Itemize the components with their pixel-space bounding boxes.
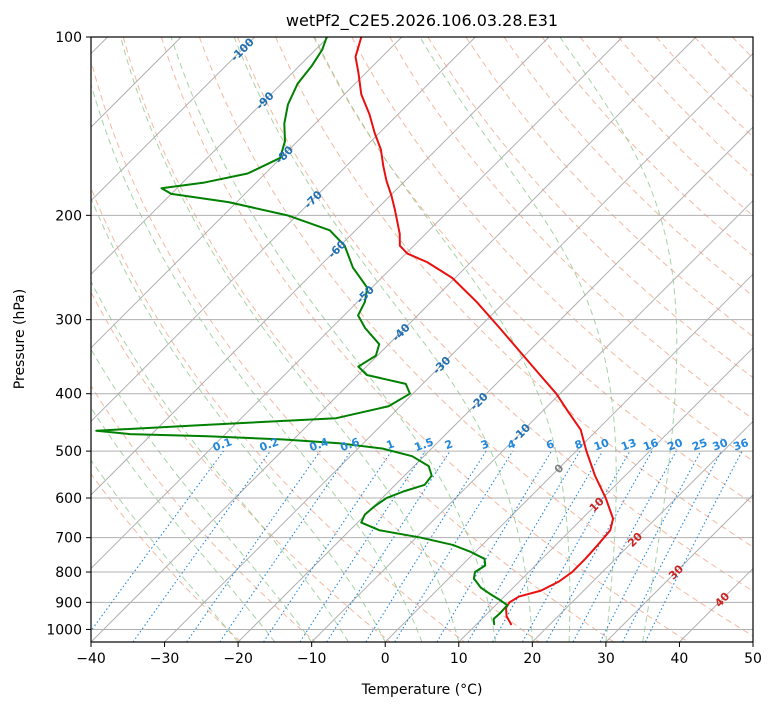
temperature-profile-line (354, 37, 615, 626)
x-tick-label: 50 (744, 651, 762, 667)
mixing-ratio-label: 20 (666, 436, 685, 454)
isotherm-line (91, 37, 476, 423)
axes: −40 −30 −20 −10 0 10 20 30 40 5010020030040050060… (46, 30, 762, 667)
moist-adiabat-line (559, 37, 678, 642)
y-tick-label: 600 (55, 491, 82, 507)
moist-adiabat-line (419, 37, 617, 642)
x-tick-label: 30 (597, 651, 615, 667)
mixing-ratio-line (572, 450, 677, 642)
x-tick-label: −30 (150, 651, 180, 667)
x-tick-label: 20 (523, 651, 541, 667)
mixing-ratio-label: 8 (573, 437, 585, 452)
y-tick-label: 800 (55, 565, 82, 581)
plot-area (91, 37, 753, 642)
y-tick-label: 300 (55, 313, 82, 329)
y-tick-label: 200 (55, 208, 82, 224)
mixing-ratio-label: 0.2 (258, 435, 281, 454)
isotherm-line (458, 347, 753, 642)
mixing-ratio-line (91, 450, 224, 632)
isotherm-line (91, 37, 256, 202)
mixing-ratio-label: 0.1 (211, 435, 234, 454)
mixing-ratio-label: 1.5 (413, 435, 436, 454)
isotherm-line (311, 199, 753, 642)
mixing-ratio-label: 0.4 (308, 435, 331, 454)
mixing-ratio-label: 2 (443, 437, 455, 452)
dewpoint-profile-line (95, 37, 509, 626)
isotherm-line (237, 126, 753, 642)
y-tick-label: 1000 (46, 622, 82, 638)
moist-adiabat-line (91, 82, 423, 642)
isotherm-line (91, 37, 403, 349)
mixing-ratio-label: 10 (592, 436, 611, 454)
isotherm-line (384, 273, 753, 642)
x-tick-label: −20 (223, 651, 253, 667)
isotherm-line (91, 37, 329, 275)
moist-adiabat-line (91, 196, 386, 642)
x-tick-label: 0 (381, 651, 390, 667)
dry-adiabat-line (389, 37, 753, 420)
mixing-ratio-label: 1 (385, 437, 397, 452)
dry-adiabat-line (427, 37, 753, 379)
mixing-ratio-label: 30 (711, 436, 730, 454)
y-tick-label: 400 (55, 387, 82, 403)
x-axis-title: Temperature (°C) (361, 682, 483, 698)
dry-adiabat-line (275, 37, 753, 548)
mixing-ratio-line (394, 450, 514, 642)
isotherm-line (91, 37, 623, 570)
mixing-ratio-label: 0.6 (338, 435, 361, 454)
x-tick-label: 40 (671, 651, 689, 667)
x-tick-label: −10 (297, 651, 327, 667)
moist-adiabat-line (91, 459, 239, 642)
plot-frame (90, 36, 754, 643)
dry-adiabat-line (160, 37, 689, 642)
dry-adiabat-line (91, 186, 465, 642)
isotherm-line (91, 37, 550, 496)
mixing-ratio-line (186, 450, 321, 642)
chart-title: wetPf2_C2E5.2026.106.03.28.E31 (286, 11, 558, 31)
y-tick-label: 500 (55, 444, 82, 460)
moist-adiabat-line (314, 37, 571, 642)
y-tick-label: 900 (55, 595, 82, 611)
mixing-ratio-line (132, 450, 271, 642)
mixing-ratio-line (546, 450, 653, 642)
mixing-ratio-label: 16 (641, 436, 660, 454)
mixing-ratio-line (326, 450, 451, 642)
mixing-ratio-label: 36 (731, 436, 750, 454)
mixing-ratio-line (644, 450, 743, 642)
isotherm-line (531, 420, 753, 642)
mixing-ratio-label: 25 (690, 436, 709, 453)
x-tick-label: 10 (450, 651, 468, 667)
moist-adiabat-line (233, 37, 533, 642)
mixing-ratio-label: 4 (506, 437, 518, 452)
dry-adiabat-line (91, 58, 540, 642)
isotherm-line (605, 494, 753, 642)
mixing-ratio-label: 6 (544, 437, 556, 452)
y-tick-label: 700 (55, 531, 82, 547)
isotherm-line (164, 52, 753, 642)
mixing-ratio-label: 3 (479, 437, 491, 452)
x-tick-label: −40 (76, 651, 106, 667)
mixing-ratio-line (263, 450, 392, 642)
moist-adiabat-line (120, 37, 460, 642)
mixing-ratio-line (219, 450, 352, 642)
moist-adiabat-line (170, 37, 497, 642)
y-tick-label: 100 (55, 30, 82, 46)
mixing-ratio-label: 13 (619, 436, 638, 453)
y-axis-title: Pressure (hPa) (12, 289, 28, 389)
dry-adiabat-line (91, 384, 316, 642)
isotherm-line (91, 37, 697, 642)
